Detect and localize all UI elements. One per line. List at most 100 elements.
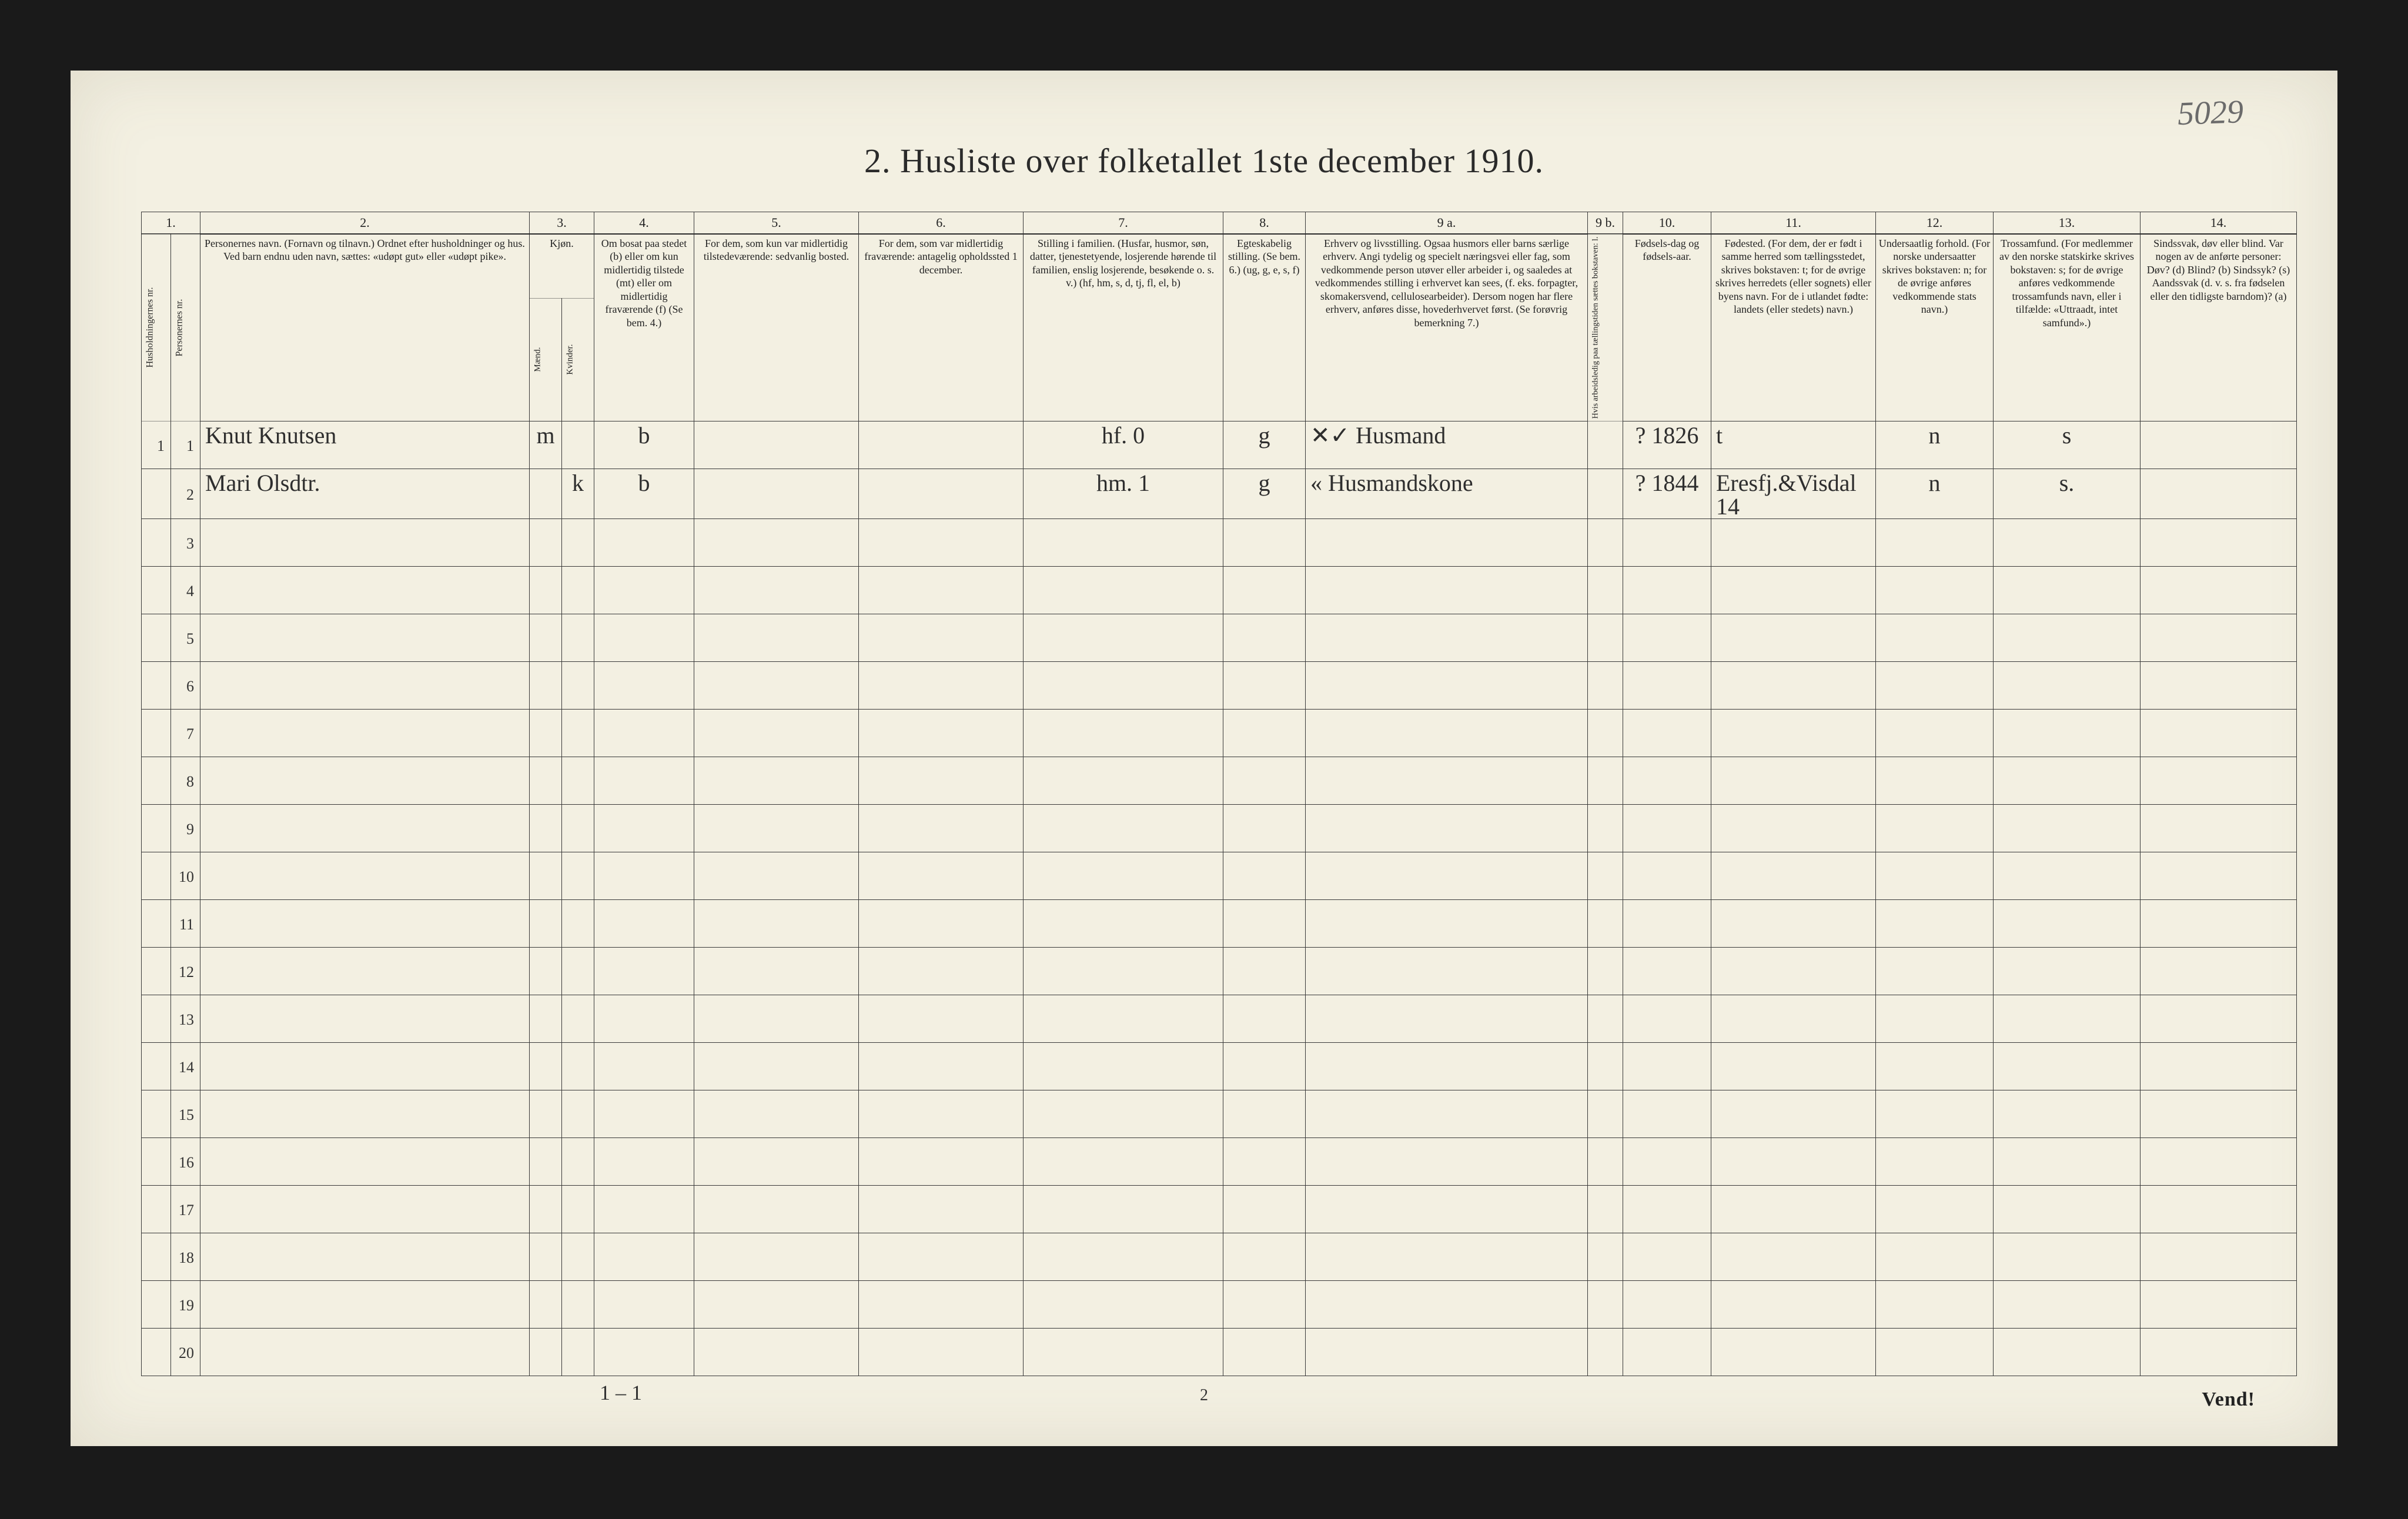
cell-empty: [859, 710, 1024, 757]
cell-empty: [562, 852, 594, 900]
cell-empty: [694, 519, 859, 567]
table-row: 5: [142, 614, 2297, 662]
table-row: 7: [142, 710, 2297, 757]
cell-empty: [1588, 1186, 1623, 1233]
cell-empty: [594, 1138, 694, 1186]
cell-stilling: hf. 0: [1024, 421, 1223, 469]
cell-empty: [1223, 710, 1306, 757]
table-row: 14: [142, 1043, 2297, 1090]
cell-empty: [1588, 614, 1623, 662]
cell-empty: [200, 757, 530, 805]
table-row: 20: [142, 1329, 2297, 1376]
cell-empty: [1223, 1329, 1306, 1376]
column-number-row: 1. 2. 3. 4. 5. 6. 7. 8. 9 a. 9 b. 10. 11…: [142, 212, 2297, 234]
cell-empty: [594, 1329, 694, 1376]
cell-person-nr: 12: [171, 948, 200, 995]
cell-empty: [694, 1043, 859, 1090]
cell-empty: [1588, 710, 1623, 757]
hdr-erhverv: Erhverv og livsstilling. Ogsaa husmors e…: [1306, 234, 1588, 421]
cell-empty: [1876, 995, 1994, 1043]
cell-empty: [1994, 1186, 2141, 1233]
colnum-13: 13.: [1994, 212, 2141, 234]
cell-husholdning-nr: [142, 1233, 171, 1281]
cell-midl-fravaerende: [859, 421, 1024, 469]
cell-empty: [562, 662, 594, 710]
cell-empty: [859, 662, 1024, 710]
handwritten-page-number: 5029: [2177, 93, 2244, 133]
cell-empty: [1306, 662, 1588, 710]
cell-empty: [562, 1329, 594, 1376]
cell-empty: [1306, 1138, 1588, 1186]
cell-empty: [2141, 1281, 2297, 1329]
cell-empty: [2141, 995, 2297, 1043]
cell-empty: [859, 1043, 1024, 1090]
cell-husholdning-nr: [142, 1138, 171, 1186]
cell-empty: [1994, 1138, 2141, 1186]
cell-empty: [530, 1090, 562, 1138]
cell-empty: [2141, 948, 2297, 995]
census-table-area: 1. 2. 3. 4. 5. 6. 7. 8. 9 a. 9 b. 10. 11…: [141, 212, 2267, 1376]
cell-empty: [562, 757, 594, 805]
hdr-fodsel: Fødsels-dag og fødsels-aar.: [1623, 234, 1711, 421]
cell-empty: [859, 1233, 1024, 1281]
cell-empty: [562, 1233, 594, 1281]
cell-sindssvak: [2141, 421, 2297, 469]
cell-empty: [1306, 1186, 1588, 1233]
cell-empty: [1623, 1043, 1711, 1090]
colnum-9b: 9 b.: [1588, 212, 1623, 234]
cell-empty: [1876, 1329, 1994, 1376]
cell-arbeidsledig: [1588, 421, 1623, 469]
cell-husholdning-nr: 1: [142, 421, 171, 469]
cell-empty: [1623, 1233, 1711, 1281]
hdr-kjon: Kjøn.: [530, 234, 594, 299]
cell-empty: [1711, 662, 1876, 710]
cell-fodested: Eresfj.&Visdal 14: [1711, 469, 1876, 519]
hdr-fodested: Fødested. (For dem, der er født i samme …: [1711, 234, 1876, 421]
cell-empty: [859, 1186, 1024, 1233]
cell-person-nr: 14: [171, 1043, 200, 1090]
cell-empty: [1876, 900, 1994, 948]
cell-empty: [1024, 1043, 1223, 1090]
hdr-navn: Personernes navn. (Fornavn og tilnavn.) …: [200, 234, 530, 421]
cell-empty: [1876, 614, 1994, 662]
cell-empty: [200, 900, 530, 948]
cell-empty: [530, 1281, 562, 1329]
cell-empty: [1994, 614, 2141, 662]
cell-empty: [1711, 614, 1876, 662]
cell-husholdning-nr: [142, 900, 171, 948]
cell-empty: [1623, 1281, 1711, 1329]
cell-empty: [1876, 1138, 1994, 1186]
cell-empty: [1223, 519, 1306, 567]
cell-empty: [1223, 757, 1306, 805]
cell-empty: [1223, 900, 1306, 948]
cell-empty: [1223, 1233, 1306, 1281]
cell-empty: [694, 805, 859, 852]
cell-empty: [594, 1281, 694, 1329]
cell-empty: [1623, 1329, 1711, 1376]
cell-empty: [1306, 1233, 1588, 1281]
colnum-6: 6.: [859, 212, 1024, 234]
cell-empty: [530, 662, 562, 710]
cell-empty: [530, 805, 562, 852]
cell-person-nr: 3: [171, 519, 200, 567]
viewport: 5029 2. Husliste over folketallet 1ste d…: [0, 0, 2408, 1519]
cell-empty: [859, 1138, 1024, 1186]
cell-empty: [562, 995, 594, 1043]
cell-erhverv: ✕✓ Husmand: [1306, 421, 1588, 469]
colnum-7: 7.: [1024, 212, 1223, 234]
table-row: 11Knut Knutsenmbhf. 0g✕✓ Husmand? 1826tn…: [142, 421, 2297, 469]
cell-empty: [1711, 900, 1876, 948]
colnum-1: 1.: [142, 212, 200, 234]
hdr-egteskabelig: Egteskabelig stilling. (Se bem. 6.) (ug,…: [1223, 234, 1306, 421]
cell-husholdning-nr: [142, 1090, 171, 1138]
colnum-11: 11.: [1711, 212, 1876, 234]
cell-kvinder: k: [562, 469, 594, 519]
cell-empty: [694, 1186, 859, 1233]
cell-maend: m: [530, 421, 562, 469]
cell-husholdning-nr: [142, 567, 171, 614]
cell-empty: [1223, 1281, 1306, 1329]
cell-empty: [1994, 1090, 2141, 1138]
cell-empty: [1306, 519, 1588, 567]
cell-empty: [1223, 662, 1306, 710]
cell-empty: [200, 1233, 530, 1281]
